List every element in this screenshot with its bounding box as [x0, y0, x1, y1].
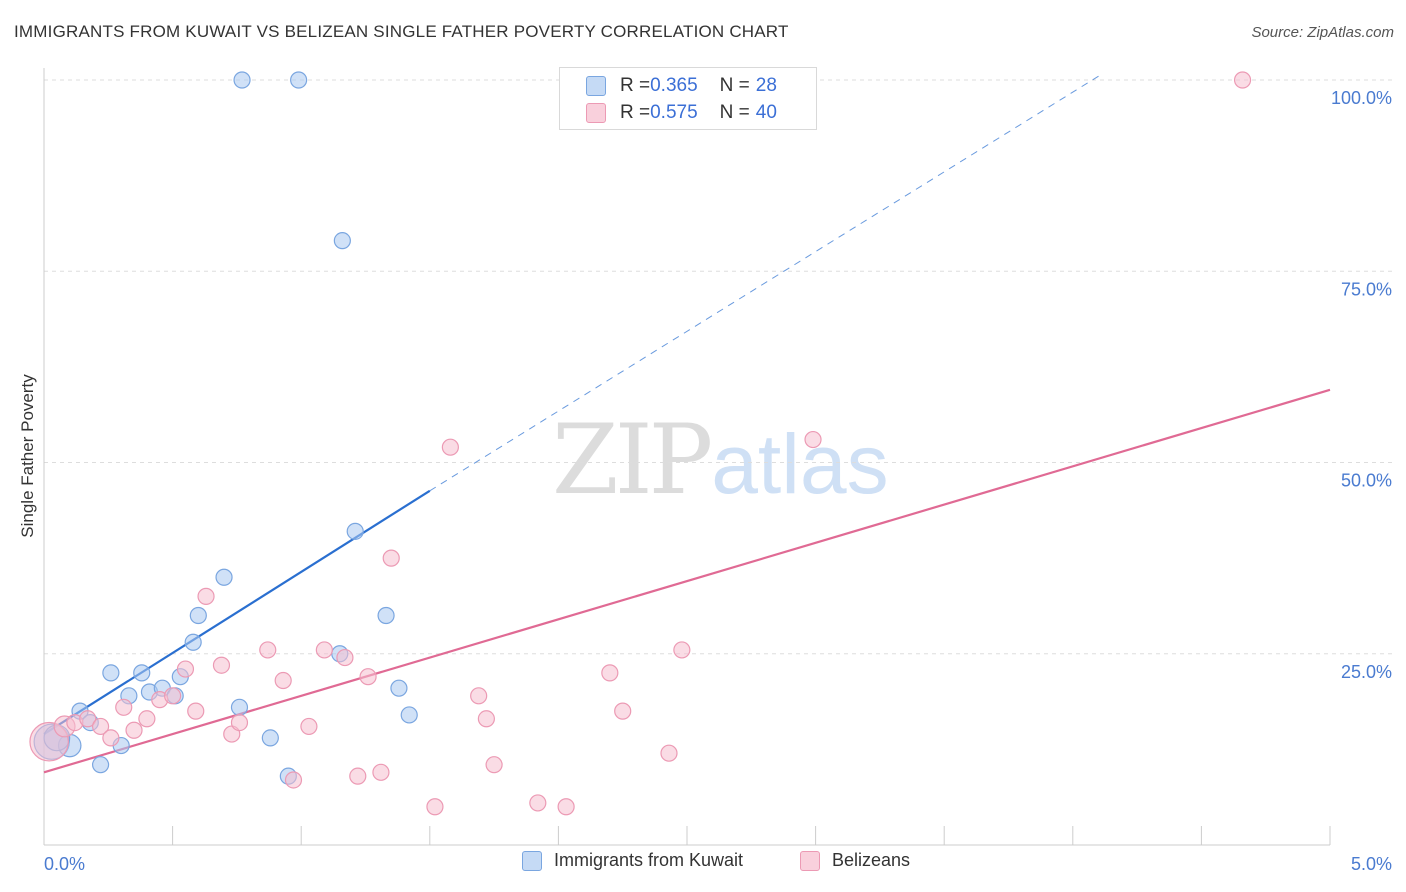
data-point-belizeans	[382, 549, 400, 567]
data-point-belizeans	[359, 668, 377, 686]
trendline-kuwait-extension	[429, 75, 1099, 492]
data-point-kuwait	[189, 606, 207, 625]
data-point-belizeans	[557, 798, 575, 816]
trendline-kuwait	[43, 489, 431, 736]
watermark-zip: ZIP	[552, 404, 713, 516]
data-point-belizeans	[1233, 71, 1252, 89]
data-point-belizeans	[79, 710, 97, 728]
data-point-kuwait	[91, 756, 110, 774]
data-point-kuwait	[377, 606, 395, 625]
legend-label-belizeans: Belizeans	[832, 850, 911, 870]
data-point-belizeans	[660, 744, 678, 762]
data-point-belizeans	[115, 698, 133, 716]
stats-legend: R = 0.365 N = 28 R = 0.575 N = 40	[559, 67, 817, 130]
r-value: 0.575	[650, 102, 698, 123]
data-point-belizeans	[284, 771, 303, 789]
data-point-belizeans	[349, 767, 367, 785]
chart-title: IMMIGRANTS FROM KUWAIT VS BELIZEAN SINGL…	[14, 22, 789, 41]
n-value: 28	[755, 75, 777, 96]
data-point-kuwait	[290, 71, 308, 89]
n-value: 40	[755, 102, 777, 123]
watermark: ZIPatlas	[552, 404, 889, 516]
data-point-belizeans	[614, 702, 632, 720]
stats-row-belizeans: R = 0.575 N = 40	[586, 102, 777, 124]
legend-item-belizeans[interactable]: Belizeans	[800, 850, 910, 871]
data-point-kuwait	[215, 568, 233, 586]
y-tick-label: 50.0%	[1341, 471, 1392, 491]
data-point-kuwait	[133, 664, 151, 682]
data-point-belizeans	[187, 702, 205, 720]
bottom-legend: Immigrants from Kuwait Belizeans	[0, 850, 1406, 880]
point-layer	[29, 71, 1252, 816]
y-axis-label: Single Father Poverty	[18, 374, 37, 538]
data-point-belizeans	[529, 794, 547, 812]
legend-swatch-kuwait	[522, 850, 542, 871]
data-point-belizeans	[176, 660, 195, 678]
data-point-belizeans	[125, 721, 143, 739]
x-tick-label: 5.0%	[1351, 854, 1392, 874]
kuwait-swatch	[586, 76, 606, 96]
data-point-belizeans	[259, 641, 277, 659]
data-point-belizeans	[300, 717, 318, 736]
data-point-belizeans	[673, 641, 691, 659]
data-point-kuwait	[390, 679, 408, 697]
belizeans-swatch	[586, 103, 606, 123]
r-label: R =	[620, 102, 651, 123]
data-point-kuwait	[261, 729, 279, 747]
data-point-kuwait	[400, 706, 418, 724]
trendline-belizeans	[43, 388, 1331, 774]
data-point-kuwait	[230, 698, 249, 716]
source-label: Source: ZipAtlas.com	[1251, 24, 1394, 41]
data-point-belizeans	[315, 641, 333, 659]
n-label: N =	[719, 75, 750, 96]
data-point-kuwait	[233, 71, 251, 89]
data-point-belizeans	[804, 430, 822, 449]
r-value: 0.365	[650, 75, 698, 96]
legend-swatch-belizeans	[800, 850, 820, 871]
y-tick-label: 25.0%	[1341, 662, 1392, 682]
data-point-kuwait	[184, 633, 202, 651]
data-point-belizeans	[485, 756, 503, 774]
data-point-belizeans	[102, 729, 120, 747]
data-point-belizeans	[441, 438, 459, 456]
data-point-belizeans	[601, 664, 619, 682]
axis-layer	[43, 68, 1331, 846]
data-point-belizeans	[164, 687, 182, 705]
stats-row-kuwait: R = 0.365 N = 28	[586, 75, 777, 97]
data-point-kuwait	[333, 232, 351, 250]
watermark-atlas: atlas	[711, 417, 889, 511]
data-point-belizeans	[336, 648, 354, 667]
x-tick-label: 0.0%	[44, 854, 85, 874]
data-point-belizeans	[138, 710, 156, 728]
data-point-belizeans	[197, 587, 215, 605]
data-point-kuwait	[346, 522, 364, 540]
r-label: R =	[620, 75, 651, 96]
data-point-belizeans	[91, 717, 110, 736]
data-point-belizeans	[274, 671, 292, 690]
legend-item-kuwait[interactable]: Immigrants from Kuwait	[522, 850, 743, 871]
data-point-kuwait	[102, 664, 120, 682]
trend-layer	[43, 75, 1331, 774]
data-point-belizeans	[230, 713, 249, 732]
n-label: N =	[719, 102, 750, 123]
data-point-belizeans	[426, 798, 444, 816]
y-tick-label: 75.0%	[1341, 279, 1392, 299]
data-point-belizeans	[477, 710, 495, 728]
y-tick-label: 100.0%	[1331, 88, 1392, 108]
tick-label-layer: 25.0% 50.0% 75.0% 100.0% 0.0% 5.0%	[44, 88, 1392, 874]
data-point-belizeans	[372, 763, 390, 781]
data-point-belizeans	[470, 687, 488, 705]
grid-layer	[44, 79, 1392, 655]
data-point-belizeans	[212, 656, 231, 674]
legend-label-kuwait: Immigrants from Kuwait	[554, 850, 744, 870]
